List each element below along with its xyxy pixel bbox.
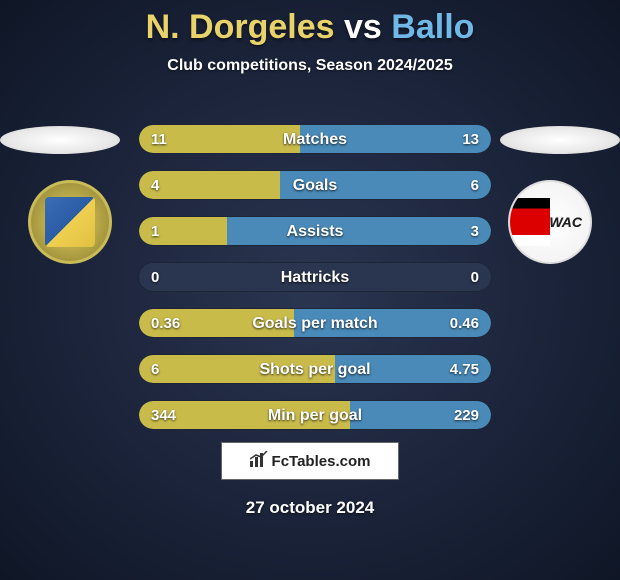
stat-label: Goals [139, 171, 491, 200]
chart-icon [250, 451, 268, 472]
player2-club-badge [508, 180, 592, 264]
stat-row: 00Hattricks [138, 262, 492, 292]
stat-label: Goals per match [139, 309, 491, 338]
logo-text: FcTables.com [272, 453, 371, 470]
player2-platform [500, 126, 620, 154]
fctables-logo[interactable]: FcTables.com [221, 442, 399, 480]
stats-container: 1113Matches 46Goals 13Assists 00Hattricks 0.… [138, 124, 492, 446]
stat-label: Matches [139, 125, 491, 154]
stat-label: Shots per goal [139, 355, 491, 384]
stat-row: 46Goals [138, 170, 492, 200]
stat-label: Hattricks [139, 263, 491, 292]
comparison-title: N. Dorgeles vs Ballo [0, 0, 620, 47]
subtitle: Club competitions, Season 2024/2025 [0, 57, 620, 75]
date-text: 27 october 2024 [0, 498, 620, 518]
stat-row: 344229Min per goal [138, 400, 492, 430]
stat-label: Min per goal [139, 401, 491, 430]
stat-row: 0.360.46Goals per match [138, 308, 492, 338]
player1-club-badge [28, 180, 112, 264]
player1-platform [0, 126, 120, 154]
player2-name: Ballo [391, 8, 474, 46]
stat-row: 13Assists [138, 216, 492, 246]
vs-text: vs [344, 8, 382, 46]
stat-row: 1113Matches [138, 124, 492, 154]
stat-row: 64.75Shots per goal [138, 354, 492, 384]
stat-label: Assists [139, 217, 491, 246]
player1-name: N. Dorgeles [146, 8, 335, 46]
